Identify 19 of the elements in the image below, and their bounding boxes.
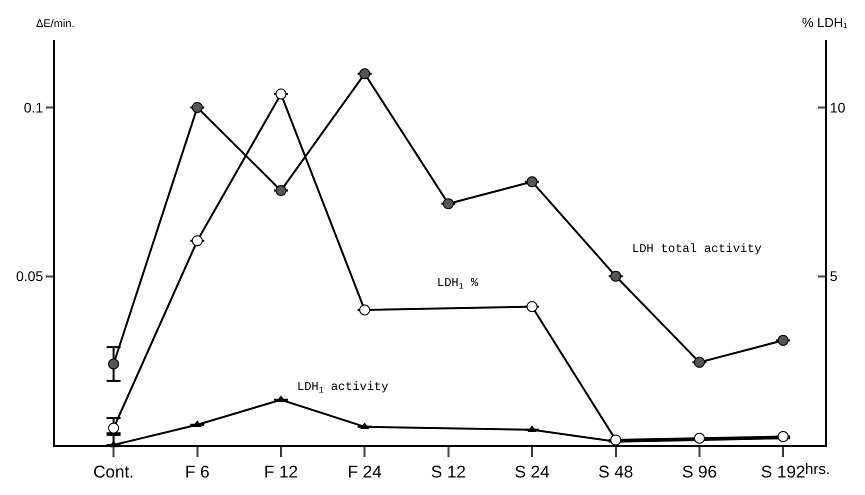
x-tick-label: F 24 [348,462,382,482]
x-tick-label: S 96 [682,462,717,482]
y2-tick-label: 5 [830,268,838,284]
x-tick-label: F 6 [185,462,210,482]
series-label: LDH$_{1}$ activity [297,380,388,396]
x-tick-label: F 12 [264,462,298,482]
series-label: LDH total activity [632,242,762,256]
y-tick-label: 0.1 [24,99,44,116]
y-axis-title: ΔE/min. [36,18,75,30]
x-tick-label: S 24 [514,462,550,482]
x-axis-title: hrs. [805,461,830,478]
y-tick-label: 0.05 [16,268,44,284]
series-label: LDH$_{1}$ % [437,276,479,292]
x-tick-label: Cont. [93,462,134,482]
x-tick-label: S 12 [430,462,466,482]
x-tick-label: S 48 [598,462,634,482]
y2-axis-title: % LDH₁ [802,15,848,30]
x-tick-label: S 192 [760,462,806,482]
y2-tick-label: 10 [830,99,846,116]
